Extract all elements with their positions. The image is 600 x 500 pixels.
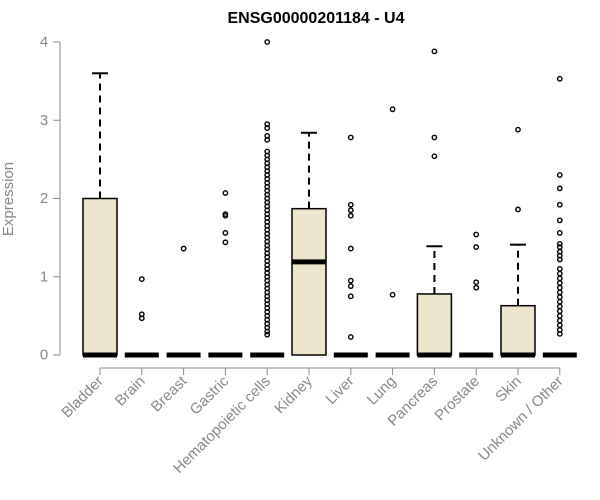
y-tick-label: 2 (40, 190, 48, 207)
outlier-point (264, 328, 271, 335)
outlier-point (473, 231, 480, 238)
outlier-point (556, 322, 563, 329)
y-axis: 0 1 2 3 4 (40, 34, 61, 364)
outlier-point (222, 190, 229, 196)
x-tick-label: Lung (364, 373, 400, 409)
outlier-point (347, 277, 354, 284)
outlier-point (556, 185, 563, 192)
outlier-point (431, 48, 438, 55)
outlier-point (556, 256, 563, 263)
y-tick-label: 3 (40, 112, 48, 129)
box-group (250, 39, 285, 358)
outlier-point (556, 317, 563, 324)
outlier-point (473, 279, 480, 286)
outlier-point (222, 230, 229, 236)
box (416, 293, 453, 356)
box (82, 197, 118, 356)
outlier-point (180, 245, 187, 252)
box-group (500, 126, 536, 358)
outlier-point (222, 239, 229, 246)
outlier-point (556, 201, 563, 208)
outlier-point (431, 134, 438, 141)
outlier-point (347, 134, 354, 141)
outlier-point (347, 207, 354, 214)
outlier-point (389, 291, 396, 298)
outlier-point (556, 266, 563, 272)
box-group (459, 231, 494, 358)
outlier-point (389, 106, 396, 113)
box-group (166, 245, 201, 358)
outlier-point (556, 280, 563, 286)
outlier-point (347, 334, 354, 340)
x-tick-label: Liver (323, 373, 358, 408)
x-tick-label: Breast (148, 372, 191, 415)
y-tick-label: 1 (40, 268, 48, 285)
box (500, 304, 536, 356)
outlier-point (556, 240, 563, 247)
box-group (208, 190, 243, 358)
box-group (291, 131, 327, 356)
y-tick-label: 0 (40, 347, 48, 364)
outlier-point (264, 136, 271, 143)
outlier-point (264, 331, 271, 338)
y-axis-label: Expression (0, 162, 17, 236)
outlier-point (473, 284, 480, 291)
outlier-point (222, 212, 229, 219)
outlier-point (556, 330, 563, 337)
outlier-point (556, 284, 563, 291)
outlier-point (347, 293, 354, 300)
box-group (82, 72, 118, 358)
x-tick-label: Bladder (58, 373, 107, 422)
outlier-point (556, 294, 563, 300)
x-tick-label: Skin (492, 373, 525, 406)
outlier-point (556, 298, 563, 305)
outlier-point (556, 230, 563, 236)
outlier-point (264, 125, 271, 131)
outlier-point (556, 172, 563, 178)
box-group (333, 134, 368, 358)
outlier-point (138, 315, 145, 322)
box-group (416, 48, 453, 358)
outlier-point (347, 201, 354, 208)
outlier-point (264, 39, 271, 45)
plot-area (82, 39, 577, 358)
outlier-point (556, 289, 563, 296)
outlier-point (347, 212, 354, 219)
outlier-point (556, 275, 563, 282)
outlier-point (515, 206, 521, 213)
box-group (375, 106, 410, 358)
outlier-point (556, 303, 563, 310)
outlier-point (515, 126, 521, 133)
outlier-point (347, 245, 354, 252)
x-tick-label: Prostate (431, 373, 483, 425)
outlier-point (347, 283, 354, 290)
box-group (124, 276, 159, 358)
x-tick-label: Kidney (271, 372, 316, 417)
outlier-point (556, 308, 563, 315)
outlier-point (556, 244, 563, 250)
outlier-point (556, 217, 563, 224)
outlier-point (556, 270, 563, 277)
outlier-point (431, 153, 438, 160)
box (291, 207, 327, 356)
outlier-point (556, 312, 563, 319)
outlier-point (556, 75, 563, 82)
y-tick-label: 4 (40, 34, 48, 51)
chart-title: ENSG00000201184 - U4 (227, 10, 404, 27)
x-tick-label: Brain (112, 373, 149, 410)
outlier-point (138, 276, 145, 282)
outlier-point (473, 244, 480, 250)
box-group (542, 75, 577, 358)
